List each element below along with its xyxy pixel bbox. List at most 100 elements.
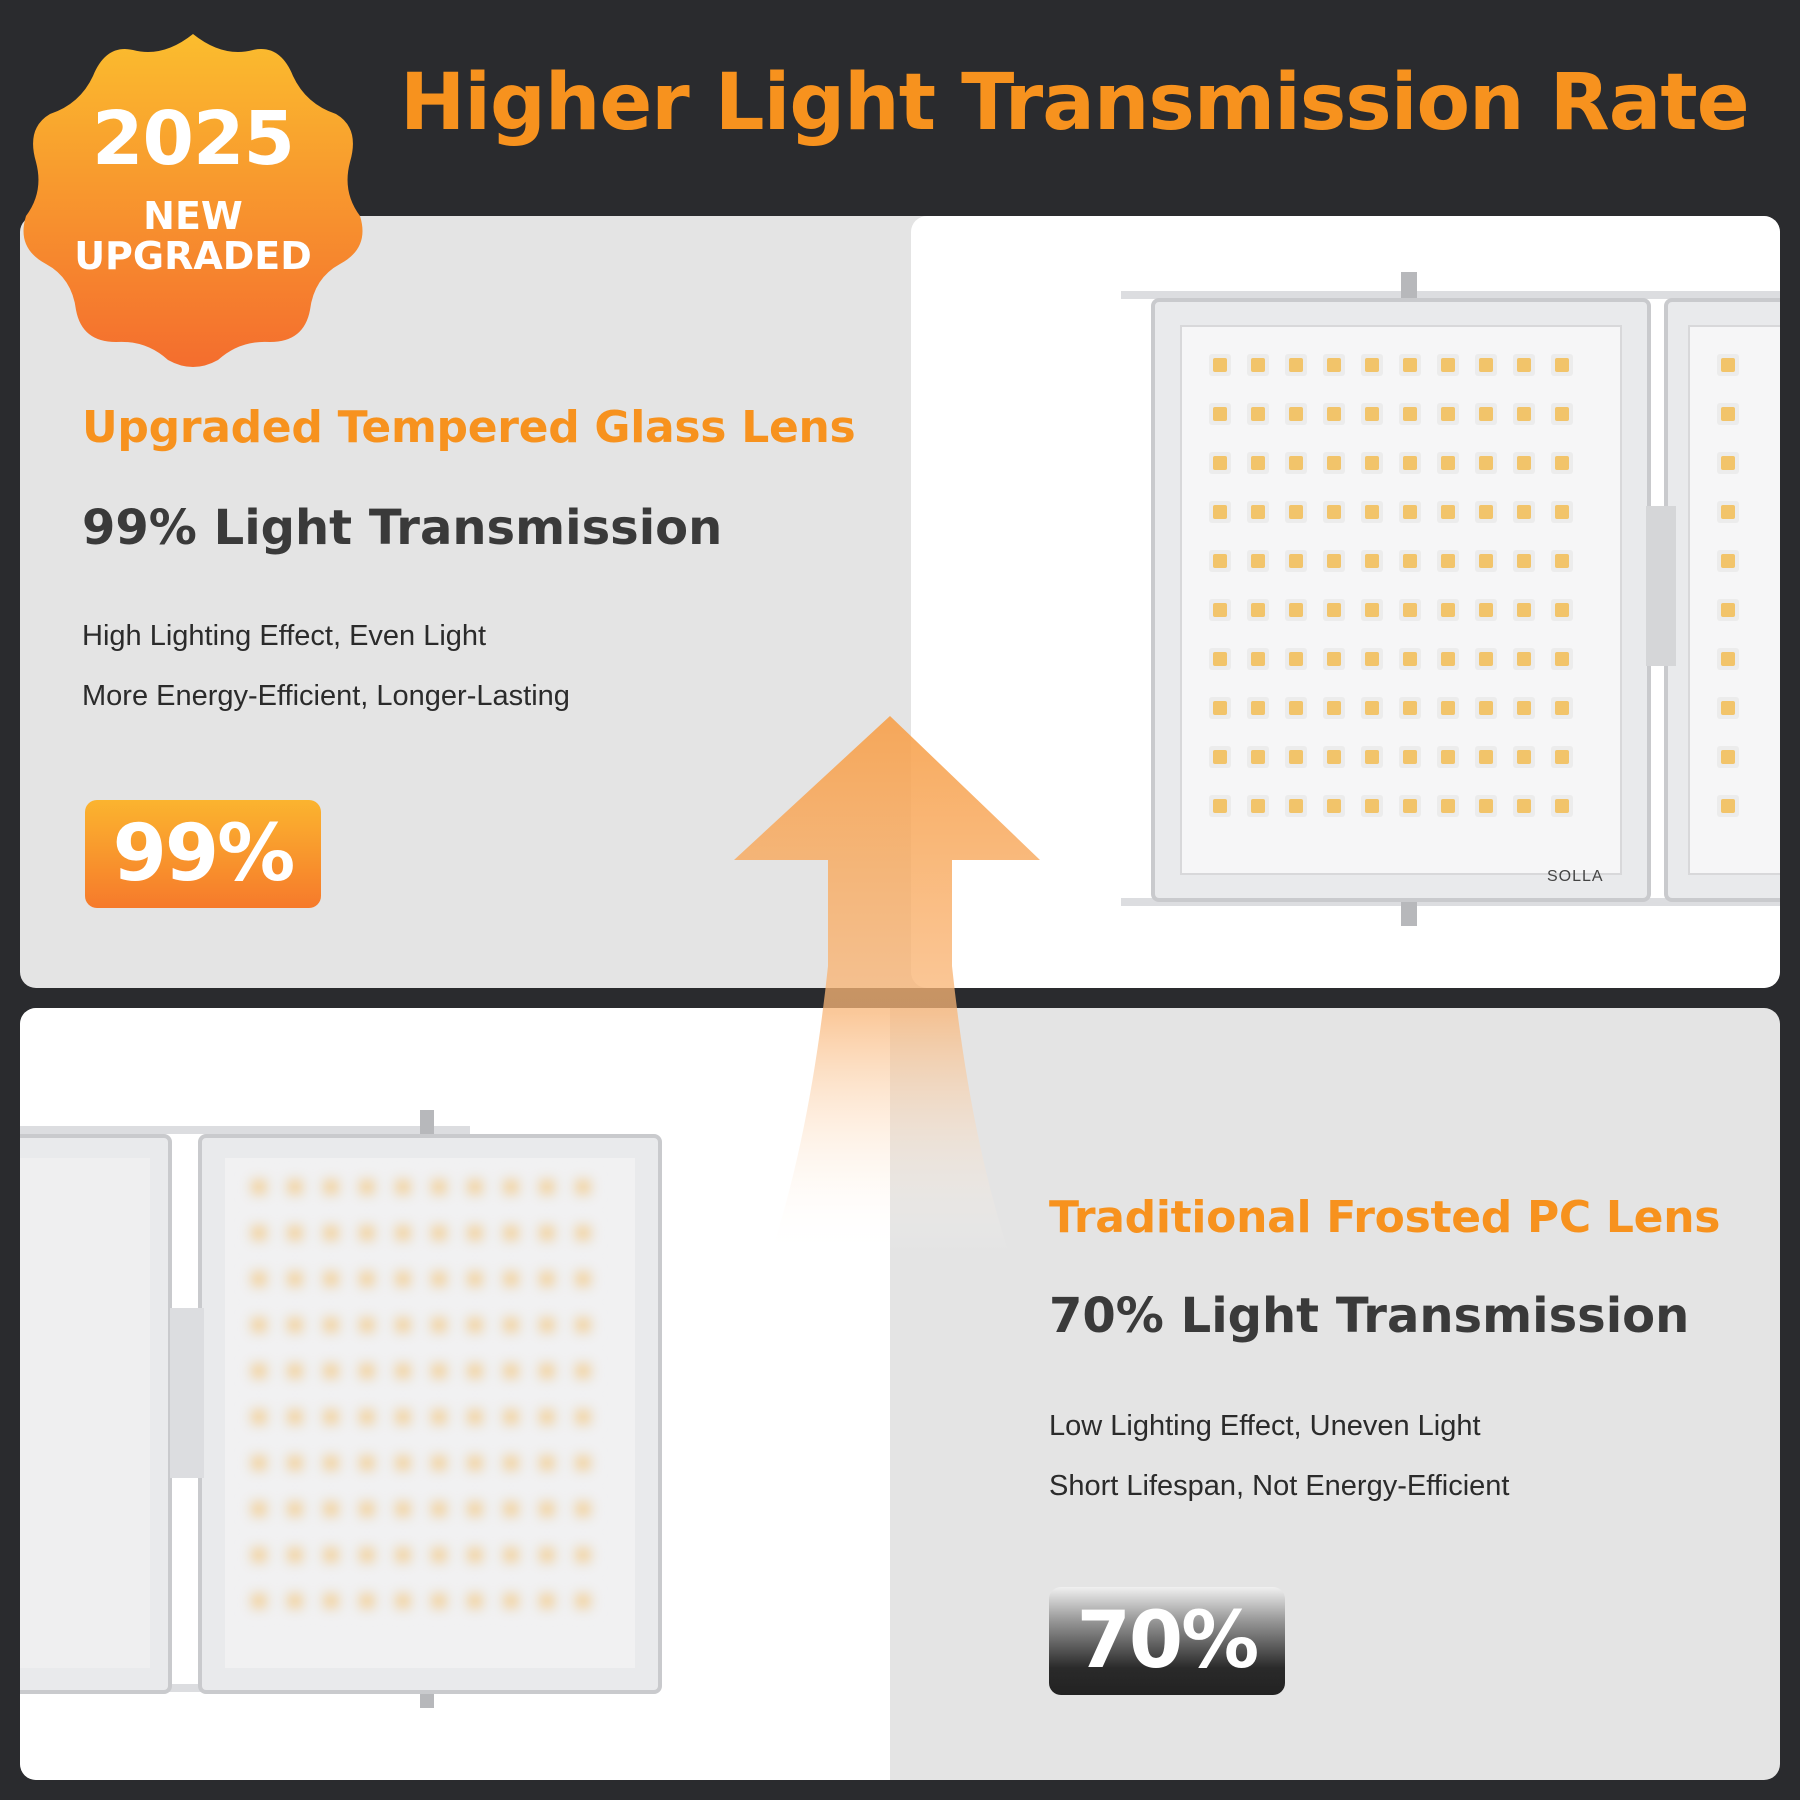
led-chip	[1289, 701, 1303, 715]
led-chip	[540, 1364, 554, 1378]
led-chip	[1213, 456, 1227, 470]
led-chip	[1251, 799, 1265, 813]
led-chip	[504, 1226, 518, 1240]
led-chip	[1289, 652, 1303, 666]
led-chip	[1441, 652, 1455, 666]
led-chip	[1213, 799, 1227, 813]
led-chip	[576, 1226, 590, 1240]
led-chip	[1721, 456, 1735, 470]
led-chip	[504, 1318, 518, 1332]
led-chip	[1441, 701, 1455, 715]
led-chip	[324, 1272, 338, 1286]
led-chip	[288, 1410, 302, 1424]
led-chip	[1517, 701, 1531, 715]
glass-lens-panel: SOLLA Upgraded Tempered Glass Lens 99% L…	[20, 216, 1780, 988]
led-chip	[1479, 358, 1493, 372]
led-chip	[324, 1594, 338, 1608]
led-chip	[252, 1456, 266, 1470]
pc-lens-panel: Traditional Frosted PC Lens 70% Light Tr…	[20, 1008, 1780, 1780]
pc-feature-2: Short Lifespan, Not Energy-Efficient	[1049, 1470, 1510, 1502]
led-chip	[468, 1364, 482, 1378]
led-chip	[1721, 652, 1735, 666]
led-chip	[396, 1364, 410, 1378]
led-chip	[576, 1364, 590, 1378]
led-chip	[1721, 701, 1735, 715]
led-chip	[1251, 652, 1265, 666]
led-chip	[324, 1502, 338, 1516]
led-chip	[1517, 407, 1531, 421]
led-chip	[1403, 652, 1417, 666]
led-chip	[1251, 554, 1265, 568]
led-chip	[1479, 603, 1493, 617]
led-chip	[576, 1502, 590, 1516]
led-chip	[1555, 407, 1569, 421]
glass-lens-photo: SOLLA	[911, 216, 1780, 988]
led-chip	[360, 1364, 374, 1378]
led-chip	[1403, 701, 1417, 715]
led-chip	[252, 1180, 266, 1194]
led-chip	[1441, 505, 1455, 519]
led-chip	[1251, 603, 1265, 617]
led-chip	[504, 1502, 518, 1516]
led-chip	[1213, 750, 1227, 764]
led-chip	[1289, 603, 1303, 617]
led-chip	[1289, 505, 1303, 519]
led-chip	[1327, 505, 1341, 519]
led-chip	[1327, 799, 1341, 813]
led-chip	[288, 1272, 302, 1286]
led-chip	[1555, 358, 1569, 372]
led-chip	[396, 1272, 410, 1286]
led-chip	[1441, 456, 1455, 470]
led-chip	[432, 1272, 446, 1286]
led-chip	[1479, 750, 1493, 764]
led-chip	[1403, 407, 1417, 421]
led-chip	[360, 1548, 374, 1562]
led-chip	[1289, 554, 1303, 568]
led-chip	[360, 1226, 374, 1240]
led-chip	[396, 1180, 410, 1194]
led-chip	[432, 1548, 446, 1562]
pc-lens-photo	[20, 1008, 890, 1780]
floodlight-frosted-icon	[20, 1110, 662, 1708]
led-chip	[1365, 799, 1379, 813]
led-chip	[1441, 750, 1455, 764]
led-chip	[504, 1456, 518, 1470]
led-chip	[396, 1594, 410, 1608]
led-chip	[468, 1410, 482, 1424]
led-chip	[1365, 701, 1379, 715]
led-chip	[1213, 407, 1227, 421]
led-chip	[1555, 456, 1569, 470]
led-chip	[1289, 358, 1303, 372]
led-chip	[1213, 603, 1227, 617]
led-chip	[1327, 603, 1341, 617]
led-chip	[1721, 799, 1735, 813]
led-chip	[1251, 505, 1265, 519]
led-chip	[1403, 799, 1417, 813]
glass-feature-1: High Lighting Effect, Even Light	[82, 620, 487, 652]
led-chip	[1555, 603, 1569, 617]
led-chip	[540, 1180, 554, 1194]
led-chip	[1327, 358, 1341, 372]
led-chip	[1251, 750, 1265, 764]
led-chip	[324, 1410, 338, 1424]
led-chip	[1517, 505, 1531, 519]
led-chip	[360, 1272, 374, 1286]
led-chip	[1365, 652, 1379, 666]
led-chip	[1555, 652, 1569, 666]
led-chip	[432, 1318, 446, 1332]
led-chip	[1441, 358, 1455, 372]
led-chip	[324, 1180, 338, 1194]
led-chip	[432, 1502, 446, 1516]
page-title: Higher Light Transmission Rate	[400, 58, 1750, 148]
led-chip	[396, 1318, 410, 1332]
led-chip	[1213, 505, 1227, 519]
led-chip	[468, 1226, 482, 1240]
led-chip	[252, 1594, 266, 1608]
led-chip	[1289, 799, 1303, 813]
led-chip	[1251, 701, 1265, 715]
led-chip	[468, 1456, 482, 1470]
led-chip	[576, 1272, 590, 1286]
led-chip	[252, 1318, 266, 1332]
led-chip	[1289, 750, 1303, 764]
led-chip	[540, 1456, 554, 1470]
